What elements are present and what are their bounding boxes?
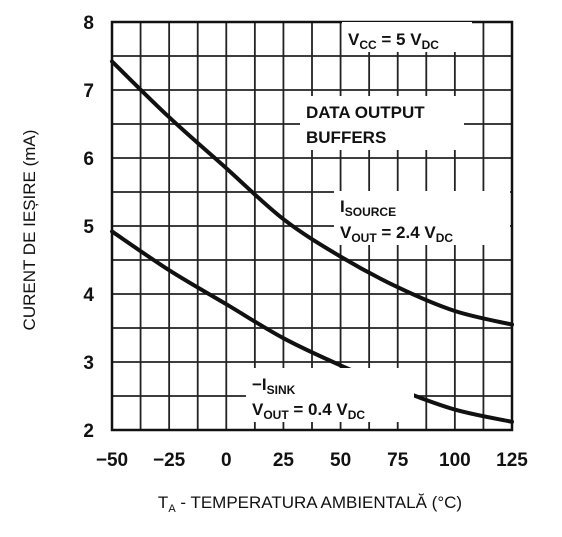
y-tick-label: 7 [83,81,94,102]
vcc-annotation: VCC = 5 VDC [348,30,439,52]
y-tick-label: 4 [83,285,94,306]
source-annotation-bg [334,191,510,245]
plot-frame [110,20,514,432]
y-tick-labels: 2 3 4 5 6 7 8 [83,13,94,442]
sink-series-label: −ISINK [252,375,296,397]
buffers-annotation-line1: DATA OUTPUT [306,103,425,122]
x-tick-label: −50 [96,450,128,471]
buffers-annotation-line2: BUFFERS [306,128,386,147]
x-tick-label: 75 [387,450,409,471]
series-line-isource [110,59,514,327]
series-lines [110,59,514,424]
series-line-isink [110,229,514,424]
sink-vout-label: VOUT = 0.4 VDC [252,400,365,422]
y-axis-label: CURENT DE IEȘIRE (mA) [20,130,39,331]
source-vout-label: VOUT = 2.4 VDC [340,223,453,245]
y-tick-label: 8 [83,13,94,34]
plot-border [110,20,514,432]
x-tick-label: 50 [330,450,351,471]
x-axis-label: TA - TEMPERATURA AMBIENTALĂ (°C) [158,493,462,515]
x-tick-label: −25 [153,450,186,471]
x-tick-label: 125 [496,450,528,471]
y-tick-label: 6 [83,149,94,170]
y-tick-label: 5 [83,217,94,238]
x-axis-label-rest: - TEMPERATURA AMBIENTALĂ (°C) [176,493,462,512]
source-series-label: ISOURCE [340,197,396,219]
buffers-annotation-bg [300,96,464,150]
sink-annotation-bg [246,368,414,422]
y-tick-label: 3 [83,353,94,374]
x-tick-labels: −50 −25 0 25 50 75 100 125 [96,450,528,471]
x-axis-label-prefix: T [158,493,168,512]
y-tick-label: 2 [83,421,94,442]
x-tick-label: 25 [273,450,295,471]
vcc-annotation-bg [342,22,472,52]
x-tick-label: 100 [439,450,471,471]
x-tick-label: 0 [221,450,232,471]
x-axis-label-subscript: A [168,503,176,515]
